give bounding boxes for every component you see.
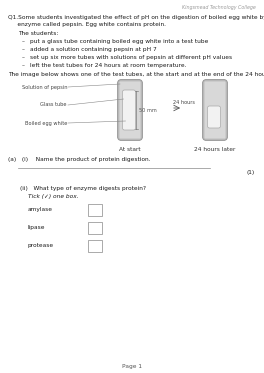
- Text: –: –: [22, 55, 25, 60]
- Bar: [88, 240, 102, 252]
- Text: left the test tubes for 24 hours at room temperature.: left the test tubes for 24 hours at room…: [30, 63, 186, 68]
- Text: lipase: lipase: [28, 226, 45, 231]
- Text: 24 hours later: 24 hours later: [194, 147, 236, 152]
- Text: 50 mm: 50 mm: [139, 107, 157, 113]
- FancyBboxPatch shape: [119, 81, 141, 139]
- Text: (1): (1): [247, 170, 255, 175]
- Text: (a)   (i)    Name the product of protein digestion.: (a) (i) Name the product of protein dige…: [8, 157, 150, 162]
- Text: Kingsmead Technology College: Kingsmead Technology College: [182, 5, 256, 10]
- Text: put a glass tube containing boiled egg white into a test tube: put a glass tube containing boiled egg w…: [30, 39, 208, 44]
- Text: Glass tube: Glass tube: [40, 103, 67, 107]
- Text: 24 hours: 24 hours: [173, 100, 195, 105]
- Text: (ii)   What type of enzyme digests protein?: (ii) What type of enzyme digests protein…: [20, 186, 146, 191]
- Text: Solution of pepsin: Solution of pepsin: [21, 85, 67, 90]
- Text: –: –: [22, 47, 25, 52]
- Text: –: –: [22, 39, 25, 44]
- Text: set up six more tubes with solutions of pepsin at different pH values: set up six more tubes with solutions of …: [30, 55, 232, 60]
- Bar: [88, 222, 102, 234]
- Text: The image below shows one of the test tubes, at the start and at the end of the : The image below shows one of the test tu…: [8, 72, 264, 77]
- FancyBboxPatch shape: [208, 106, 220, 128]
- FancyBboxPatch shape: [122, 90, 135, 130]
- FancyBboxPatch shape: [204, 81, 226, 139]
- Text: added a solution containing pepsin at pH 7: added a solution containing pepsin at pH…: [30, 47, 157, 52]
- Text: Tick (✓) one box.: Tick (✓) one box.: [28, 194, 79, 199]
- Text: At start: At start: [119, 147, 141, 152]
- Text: –: –: [22, 63, 25, 68]
- FancyBboxPatch shape: [202, 79, 228, 141]
- Text: protease: protease: [28, 244, 54, 248]
- Text: The students:: The students:: [18, 31, 58, 36]
- Text: amylase: amylase: [28, 207, 53, 213]
- Text: Boiled egg white: Boiled egg white: [25, 120, 67, 125]
- FancyBboxPatch shape: [117, 79, 143, 141]
- Text: Q1.Some students investigated the effect of pH on the digestion of boiled egg wh: Q1.Some students investigated the effect…: [8, 15, 264, 20]
- Bar: [88, 204, 102, 216]
- Text: enzyme called pepsin. Egg white contains protein.: enzyme called pepsin. Egg white contains…: [8, 22, 166, 27]
- Text: Page 1: Page 1: [122, 364, 142, 369]
